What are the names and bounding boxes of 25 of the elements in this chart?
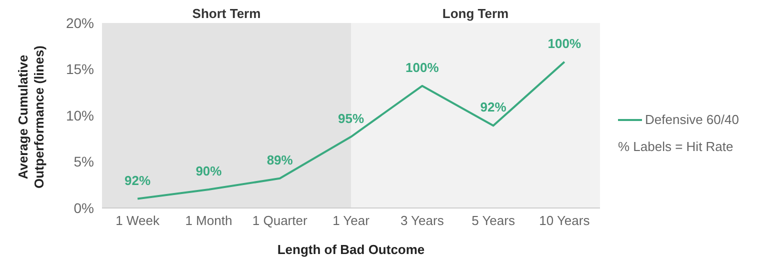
x-axis-title: Length of Bad Outcome <box>277 242 425 257</box>
y-tick-label: 20% <box>66 14 94 31</box>
text: % Labels = Hit Rate <box>618 139 734 154</box>
legend-label: Defensive 60/40 <box>645 112 739 127</box>
y-tick-label: 5% <box>74 154 94 170</box>
annotation: 92% <box>124 172 152 188</box>
y-axis-title: Average Cumulative Outperformance (lines) <box>16 45 48 189</box>
annotation: 92% <box>480 100 507 115</box>
x-tick-label: 5 Years <box>472 213 516 228</box>
annotation: 90% <box>196 164 222 178</box>
band-label: Long Term <box>442 6 509 21</box>
band-label: Short Term <box>192 6 261 21</box>
x-tick-label: 1 Week <box>116 213 160 228</box>
annotation: 95% <box>338 110 364 126</box>
annotation: 100% <box>548 36 582 51</box>
x-tick-label: 3 Years <box>400 213 444 228</box>
y-tick-label: 15% <box>66 61 94 78</box>
annotation: 89% <box>266 152 294 168</box>
annotation: 100% <box>406 60 440 75</box>
x-tick-label: 1 Quarter <box>252 213 308 228</box>
x-tick-label: 1 Year <box>332 213 370 228</box>
x-tick-label: 1 Month <box>185 213 232 228</box>
y-tick-label: 10% <box>66 107 94 124</box>
y-tick-label: 0% <box>74 200 94 216</box>
x-tick-label: 10 Years <box>539 213 590 228</box>
